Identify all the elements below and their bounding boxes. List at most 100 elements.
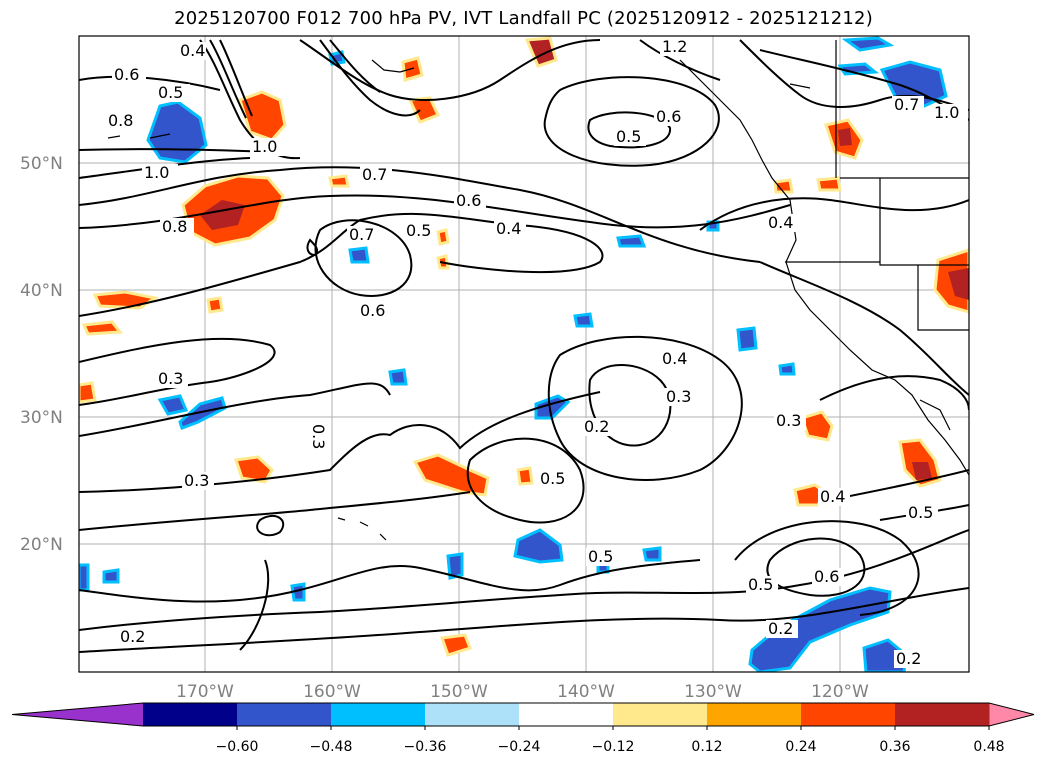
positive-patch [79, 381, 97, 404]
contour-label: 0.5 [748, 575, 773, 594]
colorbar-segment [707, 703, 802, 726]
contour-label: 0.2 [584, 417, 609, 436]
contour-label: 1.0 [934, 103, 959, 122]
contour-label: 0.5 [908, 503, 933, 522]
colorbar-segment [425, 703, 520, 726]
positive-patch [238, 90, 287, 142]
contour-label: 1.0 [144, 163, 169, 182]
contour-label: 0.5 [158, 83, 183, 102]
contour-label: 0.4 [820, 487, 845, 506]
negative-patch [446, 552, 464, 580]
negative-patch [157, 394, 189, 416]
negative-patch [290, 582, 306, 602]
positive-patch [773, 178, 794, 194]
negative-patch [348, 246, 370, 264]
contour-label: 0.3 [309, 424, 328, 449]
contour-label: 0.4 [768, 213, 793, 232]
positive-patch [439, 633, 472, 657]
negative-patch [778, 362, 796, 376]
positive-patch [912, 462, 932, 480]
contour-label: 0.7 [894, 95, 919, 114]
longitude-labels: 170°W 160°W 150°W 140°W 130°W 120°W [176, 682, 869, 702]
contour-label: 0.6 [814, 567, 839, 586]
contour-label: 0.4 [662, 349, 687, 368]
colorbar-extend-high [989, 703, 1034, 726]
lon-label: 120°W [811, 682, 869, 702]
contour-label: 1.0 [252, 137, 277, 156]
contour-label: 0.5 [588, 547, 613, 566]
contour-label: 0.2 [120, 627, 145, 646]
contour-label: 0.6 [656, 107, 681, 126]
latitude-labels: 50°N 40°N 30°N 20°N [20, 154, 63, 555]
positive-patch [328, 174, 350, 188]
map-border [78, 35, 970, 673]
negative-patch [513, 528, 564, 564]
colorbar-tick-label: 0.12 [691, 739, 722, 755]
contour-label: 0.8 [108, 111, 133, 130]
contour-label: 0.5 [616, 127, 641, 146]
lon-label: 150°W [430, 682, 488, 702]
contour-label: 0.6 [114, 65, 139, 84]
positive-patch [948, 268, 969, 300]
colorbar-tick-label: −0.36 [404, 739, 447, 755]
lon-label: 140°W [557, 682, 615, 702]
map-title: 2025120700 F012 700 hPa PV, IVT Landfall… [174, 8, 873, 29]
colorbar: −0.60 −0.48 −0.36 −0.24 −0.12 0.12 0.24 0.36 0.4… [11, 702, 1035, 755]
negative-patch [146, 100, 208, 164]
positive-patch [234, 455, 274, 484]
negative-patch [616, 234, 647, 248]
contour-label: 0.7 [349, 225, 374, 244]
negative-patch [102, 568, 120, 584]
lon-label: 130°W [684, 682, 742, 702]
contour-label: 0.3 [666, 387, 691, 406]
positive-patch [206, 296, 224, 314]
positive-patch [516, 466, 534, 486]
positive-patch [407, 96, 441, 124]
colorbar-segment [895, 703, 990, 726]
lat-label: 50°N [20, 154, 63, 174]
contour-label: 0.6 [360, 301, 385, 320]
colorbar-tick-label: −0.24 [498, 739, 541, 755]
lon-label: 170°W [176, 682, 234, 702]
contour-label: 0.3 [776, 411, 801, 430]
negative-patch [79, 563, 90, 592]
positive-patch [81, 320, 123, 336]
colorbar-tick-label: 0.48 [973, 739, 1004, 755]
negative-patch [748, 586, 892, 672]
positive-patch [524, 36, 558, 68]
contour-label: 0.2 [896, 649, 921, 668]
lat-label: 40°N [20, 281, 63, 301]
colorbar-segment [237, 703, 332, 726]
lon-label: 160°W [303, 682, 361, 702]
negative-patch [573, 312, 594, 328]
contour-label: 0.4 [180, 41, 205, 60]
negative-patch [736, 326, 758, 352]
contour-label: 0.8 [162, 217, 187, 236]
contour-label: 0.7 [362, 165, 387, 184]
contour-label: 0.3 [184, 471, 209, 490]
contour-label: 1.2 [662, 37, 687, 56]
colorbar-segment [519, 703, 614, 726]
colorbar-segment [143, 703, 238, 726]
colorbar-segment [801, 703, 896, 726]
contour-label: 0.5 [540, 469, 565, 488]
colorbar-tick-label: −0.48 [310, 739, 353, 755]
negative-patch [388, 368, 408, 386]
positive-patch [436, 228, 450, 246]
colorbar-segment [331, 703, 426, 726]
colorbar-tick-label: −0.12 [592, 739, 635, 755]
contour-label: 0.6 [456, 191, 481, 210]
colorbar-extend-low [12, 703, 143, 726]
lat-label: 30°N [20, 408, 63, 428]
contour-label: 0.4 [496, 219, 521, 238]
colorbar-tick-label: 0.24 [785, 739, 816, 755]
negative-patch [642, 546, 662, 562]
contour-labels: 0.4 1.0 0.6 0.5 0.8 1.0 0.7 0.6 0.4 0.7 … [106, 37, 968, 668]
colorbar-tick-label: 0.36 [879, 739, 910, 755]
negative-patch [841, 36, 895, 52]
map-frame [79, 36, 969, 672]
colorbar-outline [11, 702, 1035, 727]
coastlines [107, 40, 969, 541]
positive-patch [838, 128, 852, 146]
colorbar-segment [613, 703, 708, 726]
